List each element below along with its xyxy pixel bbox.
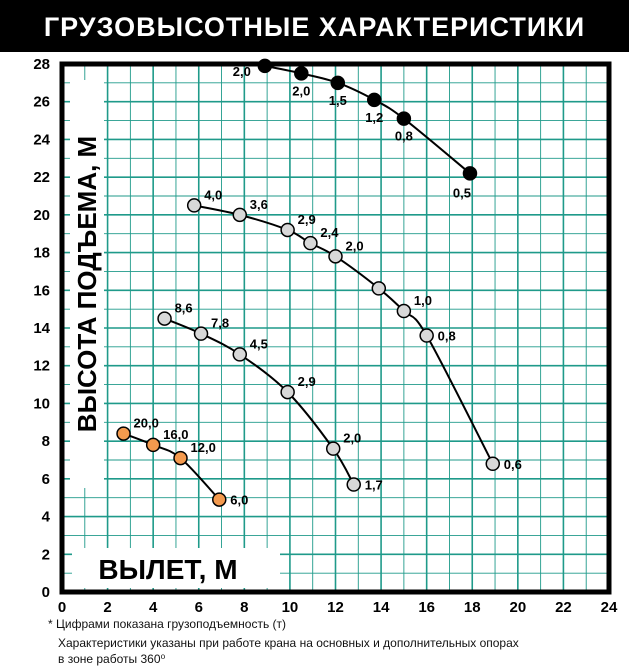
data-label: 4,5	[250, 336, 268, 351]
y-tick-label: 24	[33, 131, 50, 148]
footnote-capacity: * Цифрами показана грузоподъемность (т)	[48, 617, 287, 631]
x-tick-label: 4	[149, 599, 158, 615]
x-axis-label: ВЫЛЕТ, М	[98, 554, 237, 585]
data-point	[116, 426, 131, 441]
y-tick-label: 28	[33, 56, 50, 73]
data-point	[280, 222, 295, 238]
data-label: 20,0	[134, 416, 159, 431]
x-tick-label: 16	[418, 599, 435, 615]
data-label: 0,8	[395, 129, 413, 144]
data-point	[294, 66, 309, 81]
data-point	[328, 249, 343, 264]
data-label: 1,0	[414, 293, 432, 308]
y-tick-label: 26	[33, 94, 50, 111]
x-tick-label: 18	[464, 599, 481, 615]
x-tick-label: 2	[103, 599, 111, 615]
plot-frame	[59, 61, 612, 595]
x-tick-label: 24	[601, 599, 618, 615]
y-tick-label: 20	[33, 207, 50, 224]
point-labels: 2,0 2,0 1,5 1,2 0,8 0,5 4,0 3,6 2,9 2,4 2,0 1,0 0,8 0…	[134, 64, 522, 508]
footnote-zone: в зоне работы 360⁰	[58, 652, 166, 666]
y-tick-label: 2	[42, 546, 50, 563]
y-tick-label: 10	[33, 395, 50, 412]
data-point	[212, 492, 227, 507]
y-tick-label: 22	[33, 169, 50, 186]
x-tick-labels: 0 2 4 6 8 10 12 14 16 18 20 22 24	[58, 599, 618, 615]
series-curve-4	[123, 432, 220, 501]
data-point	[485, 456, 501, 472]
data-point	[346, 477, 361, 492]
y-tick-label: 14	[33, 320, 50, 337]
x-tick-label: 22	[555, 599, 572, 615]
x-tick-label: 6	[195, 599, 203, 615]
data-label: 3,6	[250, 197, 268, 212]
data-label: 0,5	[453, 185, 471, 200]
data-label: 1,7	[365, 478, 383, 493]
data-point	[173, 450, 188, 466]
data-label: 1,2	[365, 110, 383, 125]
data-label: 4,0	[204, 187, 222, 202]
data-point	[396, 303, 412, 319]
x-tick-label: 0	[58, 599, 66, 615]
data-label: 2,0	[343, 431, 361, 446]
y-tick-label: 4	[42, 509, 51, 526]
x-tick-label: 20	[509, 599, 526, 615]
data-label: 2,9	[298, 374, 316, 389]
data-point	[303, 235, 318, 251]
data-point	[145, 437, 161, 453]
x-tick-label: 14	[373, 599, 390, 615]
y-tick-label: 8	[42, 433, 50, 450]
data-point	[419, 328, 434, 343]
data-point	[157, 311, 172, 326]
data-point	[371, 281, 387, 296]
data-point	[193, 326, 209, 341]
y-axis-label: ВЫСОТА ПОДЪЕМА, М	[72, 136, 102, 432]
load-height-chart: 2,0 2,0 1,5 1,2 0,8 0,5 4,0 3,6 2,9 2,4 2,0 1,0 0,8 0…	[33, 56, 618, 615]
data-label: 2,9	[298, 212, 316, 227]
data-label: 1,5	[329, 93, 347, 108]
x-tick-label: 10	[282, 599, 299, 615]
data-label: 16,0	[163, 427, 188, 442]
data-point	[330, 75, 346, 91]
data-point	[186, 198, 202, 213]
data-label: 0,6	[504, 457, 522, 472]
x-tick-label: 12	[327, 599, 344, 615]
y-tick-label: 0	[42, 584, 50, 601]
data-label: 2,4	[320, 225, 339, 240]
data-point	[280, 384, 295, 400]
data-label: 2,0	[292, 83, 310, 98]
grid	[61, 63, 610, 593]
data-point	[462, 166, 478, 181]
data-point	[232, 347, 248, 362]
y-label-backdrop	[70, 80, 104, 488]
data-label: 8,6	[175, 301, 193, 316]
data-label: 12,0	[191, 440, 216, 455]
y-tick-label: 12	[33, 358, 50, 375]
data-label: 0,8	[438, 329, 456, 344]
footnote-conditions: Характеристики указаны при работе крана …	[58, 636, 519, 650]
data-label: 2,0	[346, 238, 364, 253]
y-tick-label: 6	[42, 471, 50, 488]
data-label: 2,0	[233, 64, 251, 79]
data-label: 6,0	[230, 493, 248, 508]
data-point	[396, 111, 412, 126]
data-label: 7,8	[211, 316, 229, 331]
x-tick-label: 8	[240, 599, 248, 615]
page-title: ГРУЗОВЫСОТНЫЕ ХАРАКТЕРИСТИКИ	[43, 12, 586, 42]
y-tick-label: 18	[33, 245, 50, 262]
x-label-backdrop	[72, 548, 280, 588]
data-point	[366, 92, 382, 108]
data-point	[325, 441, 341, 456]
data-points	[116, 58, 501, 507]
y-tick-label: 16	[33, 282, 50, 299]
data-point	[232, 207, 248, 223]
title-bar	[0, 0, 629, 52]
